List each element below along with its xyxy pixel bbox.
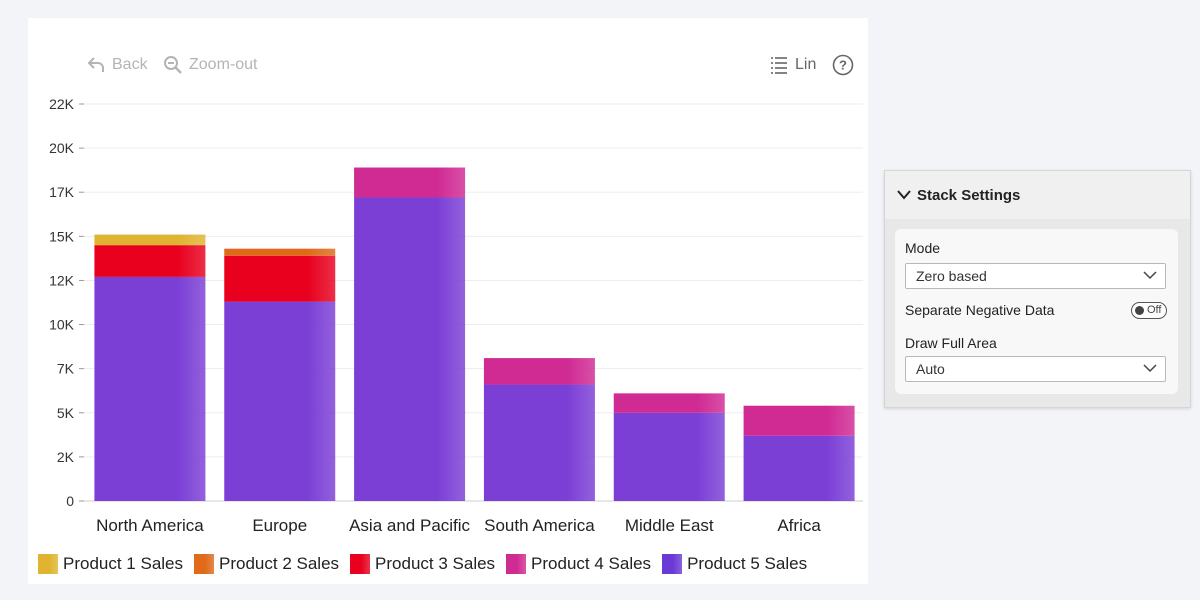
y-tick-label: 12K: [49, 272, 75, 288]
stack-settings-panel: Stack Settings Mode Zero based Separate …: [884, 170, 1191, 408]
draw-full-area-value: Auto: [916, 361, 945, 377]
x-tick-label: Middle East: [625, 516, 714, 535]
separate-negative-toggle[interactable]: Off: [1131, 302, 1167, 319]
bar-segment[interactable]: [94, 276, 206, 501]
legend-swatch: [194, 554, 215, 574]
x-tick-label: Africa: [777, 516, 821, 535]
legend-label: Product 2 Sales: [219, 554, 340, 573]
y-tick-label: 10K: [49, 317, 75, 333]
back-label: Back: [112, 56, 148, 73]
legend-label: Product 3 Sales: [375, 554, 496, 573]
back-button[interactable]: Back: [86, 54, 148, 76]
stack-settings-header[interactable]: Stack Settings: [885, 171, 1190, 219]
chart-card: Back Zoom-out Lin ? 0 2K 5K 7K 10K 12K 15K 17K 2…: [28, 18, 868, 584]
y-tick-label: 2K: [57, 449, 75, 465]
y-tick-label: 22K: [49, 96, 75, 112]
legend-label: Product 1 Sales: [63, 554, 184, 573]
x-tick-label: North America: [96, 516, 204, 535]
legend: Product 1 Sales Product 2 Sales Product 3 …: [38, 552, 818, 576]
help-icon: ?: [832, 54, 854, 76]
y-tick-label: 17K: [49, 184, 75, 200]
draw-full-area-select[interactable]: Auto: [905, 356, 1166, 382]
bar-segment[interactable]: [613, 393, 725, 413]
legend-swatch: [662, 554, 683, 574]
toggle-state: Off: [1147, 304, 1162, 316]
mode-value: Zero based: [916, 268, 987, 284]
bar-segment[interactable]: [613, 412, 725, 501]
separate-negative-label: Separate Negative Data: [905, 302, 1055, 318]
legend-swatch: [350, 554, 371, 574]
chart-plot: 0 2K 5K 7K 10K 12K 15K 17K 20K 22K North America Eu…: [49, 96, 863, 535]
list-icon: [771, 57, 787, 74]
legend-item[interactable]: Product 2 Sales: [194, 554, 339, 574]
zoom-out-button[interactable]: Zoom-out: [163, 54, 257, 76]
bar-segment[interactable]: [483, 384, 595, 501]
mode-select[interactable]: Zero based: [905, 263, 1166, 289]
x-tick-label: South America: [484, 516, 595, 535]
bar-segment[interactable]: [354, 167, 466, 198]
stack-settings-body: Mode Zero based Separate Negative Data O…: [895, 229, 1178, 394]
legend-swatch: [506, 554, 527, 574]
legend-swatch: [38, 554, 58, 574]
bar-segment[interactable]: [483, 358, 595, 385]
bar-segment[interactable]: [354, 197, 466, 501]
chevron-down-icon: [897, 190, 911, 200]
zoom-out-icon: [164, 56, 182, 74]
draw-full-area-label: Draw Full Area: [905, 335, 997, 351]
legend-item[interactable]: Product 4 Sales: [506, 554, 651, 574]
chevron-down-icon: [1143, 271, 1157, 280]
bar-segment[interactable]: [224, 255, 336, 302]
help-button[interactable]: ?: [832, 54, 854, 76]
toggle-knob: [1135, 306, 1144, 315]
y-tick-label: 7K: [57, 361, 75, 377]
scale-label: Lin: [795, 56, 817, 73]
y-tick-label: 15K: [49, 228, 75, 244]
legend-item[interactable]: Product 5 Sales: [662, 554, 807, 574]
legend-item[interactable]: Product 1 Sales: [38, 554, 183, 574]
chevron-down-icon: [1143, 364, 1157, 373]
bar-segment[interactable]: [224, 301, 336, 501]
y-tick-label: 0: [66, 493, 74, 509]
bar-segment[interactable]: [743, 405, 855, 436]
y-tick-label: 20K: [49, 140, 75, 156]
bar-segment[interactable]: [94, 245, 206, 277]
bar-segment[interactable]: [224, 248, 336, 256]
x-tick-label: Asia and Pacific: [349, 516, 470, 535]
panel-title: Stack Settings: [917, 186, 1021, 204]
zoom-out-label: Zoom-out: [189, 56, 258, 73]
legend-label: Product 4 Sales: [531, 554, 652, 573]
bar-segment[interactable]: [94, 234, 206, 246]
legend-item[interactable]: Product 3 Sales: [350, 554, 495, 574]
x-tick-label: Europe: [252, 516, 307, 535]
y-tick-label: 5K: [57, 405, 75, 421]
bar-segment[interactable]: [743, 435, 855, 501]
back-arrow-icon: [87, 57, 104, 72]
legend-label: Product 5 Sales: [687, 554, 808, 573]
svg-text:?: ?: [839, 58, 847, 73]
mode-label: Mode: [905, 240, 941, 256]
scale-toggle-button[interactable]: Lin: [769, 54, 816, 76]
